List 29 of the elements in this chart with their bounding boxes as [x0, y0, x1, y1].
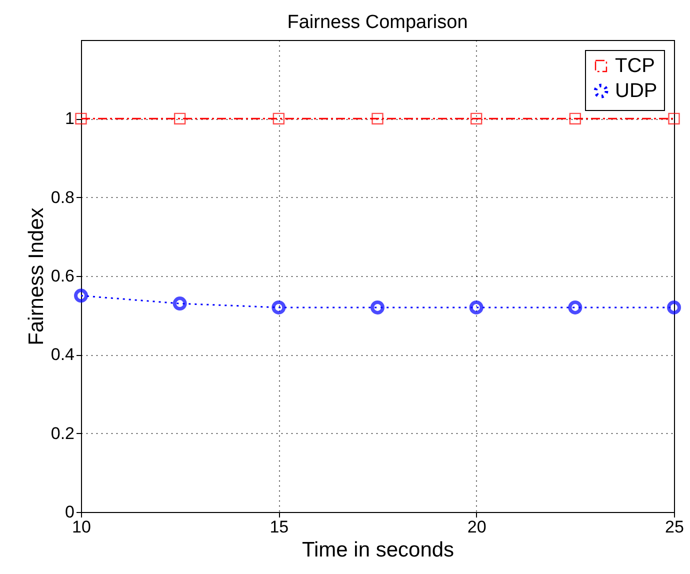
y-axis-title: Fairness Index	[24, 207, 48, 346]
point	[172, 296, 187, 311]
y-tick-label: 0	[65, 502, 74, 522]
point	[75, 112, 87, 125]
point	[272, 300, 286, 314]
x-tick-label: 10	[72, 518, 91, 536]
x-tick-label: 20	[467, 518, 486, 536]
point	[668, 112, 680, 125]
point	[174, 112, 186, 125]
y-tick-label: 0.8	[50, 188, 74, 207]
point	[667, 300, 681, 314]
point	[370, 300, 384, 314]
y-tick-label: 0.2	[50, 424, 74, 443]
chart-title: Fairness Comparison	[287, 12, 468, 33]
y-tick-label: 1	[65, 109, 74, 128]
y-tick-label: 0.6	[50, 266, 74, 286]
point	[569, 112, 582, 125]
point	[470, 112, 482, 125]
point	[568, 300, 582, 314]
x-tick-label: 15	[270, 518, 289, 536]
point	[372, 112, 384, 125]
point	[469, 300, 484, 314]
point	[272, 112, 285, 125]
x-tick-label: 25	[665, 518, 684, 536]
y-tick-label: 0.4	[50, 345, 74, 364]
point	[74, 288, 88, 303]
x-axis-title: Time in seconds	[302, 538, 454, 562]
legend-label: TCP	[615, 55, 655, 77]
legend-label: UDP	[615, 80, 658, 102]
